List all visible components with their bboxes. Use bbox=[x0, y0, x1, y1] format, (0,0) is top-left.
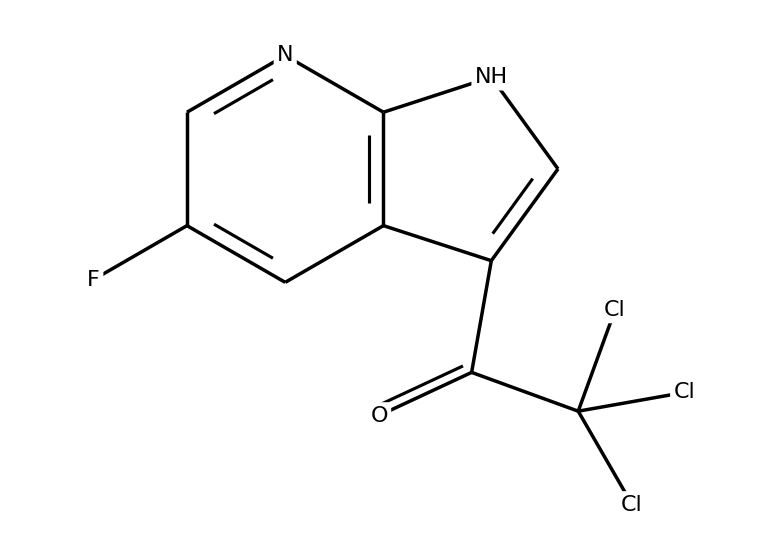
Text: Cl: Cl bbox=[605, 300, 626, 320]
Text: F: F bbox=[87, 269, 100, 290]
Text: Cl: Cl bbox=[674, 382, 696, 403]
Text: NH: NH bbox=[475, 67, 508, 87]
Text: N: N bbox=[277, 45, 293, 66]
Text: Cl: Cl bbox=[621, 494, 643, 515]
Text: O: O bbox=[370, 405, 388, 426]
